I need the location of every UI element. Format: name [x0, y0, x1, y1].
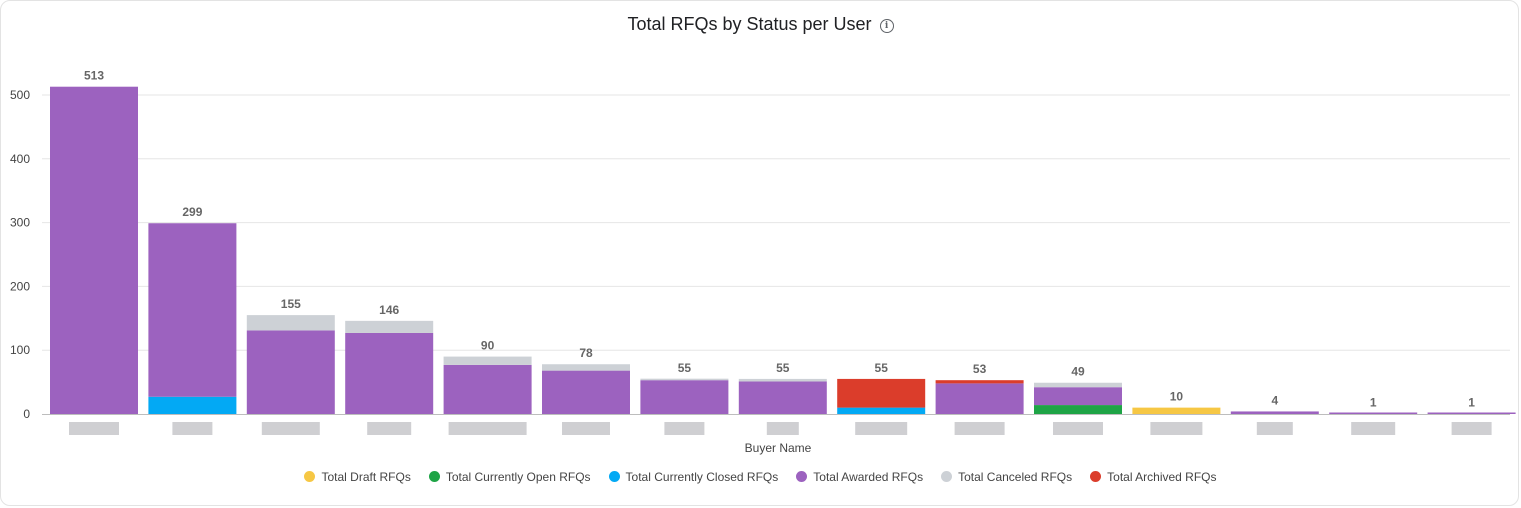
bar-segment[interactable]	[837, 378, 926, 408]
legend-swatch	[428, 471, 440, 482]
bar-segment[interactable]	[1329, 412, 1418, 415]
x-category-label	[261, 422, 320, 435]
legend-label: Total Currently Open RFQs	[445, 470, 591, 484]
legend-label: Total Canceled RFQs	[958, 470, 1073, 484]
legend-item[interactable]: Total Currently Open RFQs	[428, 470, 591, 484]
legend-swatch	[941, 471, 953, 482]
bar-total-label: 55	[875, 361, 889, 375]
bar-total-label: 90	[481, 339, 495, 353]
bar-total-label: 155	[281, 297, 301, 311]
x-category-label	[1451, 422, 1492, 435]
bar-segment[interactable]	[738, 381, 827, 414]
bar-segment[interactable]	[640, 380, 729, 414]
legend-swatch	[608, 471, 620, 482]
y-tick-label: 200	[10, 279, 30, 293]
y-tick-label: 400	[10, 152, 30, 166]
x-category-label	[448, 422, 527, 435]
legend-swatch	[796, 471, 808, 482]
bar-total-label: 53	[973, 362, 987, 376]
x-category-label	[1351, 422, 1396, 435]
legend-item[interactable]: Total Currently Closed RFQs	[608, 470, 779, 484]
bar-segment[interactable]	[148, 396, 237, 414]
x-category-label	[1053, 422, 1103, 435]
bar-segment[interactable]	[1230, 411, 1319, 414]
legend-item[interactable]: Total Draft RFQs	[304, 470, 411, 484]
x-axis-title: Buyer Name	[745, 441, 812, 455]
legend-label: Total Currently Closed RFQs	[625, 470, 779, 484]
y-tick-label: 0	[23, 407, 30, 421]
bar-segment[interactable]	[935, 383, 1024, 414]
chart-title-row: Total RFQs by Status per User i	[0, 14, 1521, 35]
bar-segment[interactable]	[443, 364, 532, 414]
x-category-label	[367, 422, 412, 435]
bar-segment[interactable]	[50, 86, 138, 415]
bar-segment[interactable]	[345, 332, 434, 414]
bar-segment[interactable]	[1034, 382, 1122, 388]
legend-label: Total Awarded RFQs	[813, 470, 924, 484]
legend-item[interactable]: Total Canceled RFQs	[941, 470, 1072, 484]
y-tick-label: 100	[10, 343, 30, 357]
bar-segment[interactable]	[1034, 405, 1122, 414]
chart-title: Total RFQs by Status per User	[627, 14, 872, 34]
legend-item[interactable]: Total Awarded RFQs	[796, 470, 923, 484]
bar-segment[interactable]	[246, 315, 335, 331]
bar-segment[interactable]	[837, 407, 926, 414]
bar-segment[interactable]	[1132, 407, 1221, 414]
y-axis-ticks: 0 100 200 300 400 500	[10, 88, 30, 421]
bar-segment[interactable]	[738, 378, 827, 382]
x-category-label	[172, 422, 213, 435]
bar-total-label: 299	[182, 205, 202, 219]
data-labels: 513 299 155 146 90 78 55 55 55 53 49 10 4 1 1	[84, 69, 1475, 410]
bar-segment[interactable]	[345, 320, 434, 333]
legend-swatch	[304, 471, 316, 482]
bar-segment[interactable]	[246, 330, 335, 414]
bar-segment[interactable]	[640, 378, 729, 381]
bar-segment[interactable]	[443, 356, 532, 365]
x-category-label	[1150, 422, 1203, 435]
bar-total-label: 146	[379, 303, 399, 317]
x-axis-categories	[69, 422, 1492, 435]
legend: Total Draft RFQs Total Currently Open RFQ…	[0, 470, 1521, 484]
bar-total-label: 49	[1071, 365, 1085, 379]
bar-total-label: 10	[1170, 390, 1184, 404]
bar-total-label: 513	[84, 69, 104, 83]
x-category-label	[664, 422, 705, 435]
bar-segment[interactable]	[542, 370, 630, 414]
x-category-label	[954, 422, 1005, 435]
legend-label: Total Draft RFQs	[321, 470, 411, 484]
bar-segment[interactable]	[542, 364, 630, 371]
x-category-label	[855, 422, 908, 435]
x-category-label	[69, 422, 119, 435]
legend-item[interactable]: Total Archived RFQs	[1090, 470, 1217, 484]
bar-segment[interactable]	[1034, 387, 1122, 406]
y-tick-label: 500	[10, 88, 30, 102]
bar-total-label: 55	[678, 361, 692, 375]
bar-total-label: 78	[579, 346, 593, 360]
x-category-label	[562, 422, 610, 435]
bar-total-label: 55	[776, 361, 790, 375]
y-tick-label: 300	[10, 216, 30, 230]
legend-label: Total Archived RFQs	[1107, 470, 1217, 484]
bar-total-label: 1	[1370, 395, 1377, 409]
bar-segment[interactable]	[1427, 412, 1516, 415]
bar-total-label: 4	[1271, 393, 1278, 407]
x-category-label	[1256, 422, 1293, 435]
info-icon[interactable]: i	[879, 19, 894, 33]
x-category-label	[766, 422, 799, 435]
gridlines	[42, 94, 1510, 351]
bars	[50, 86, 1516, 415]
bar-total-label: 1	[1468, 395, 1475, 409]
legend-swatch	[1090, 471, 1102, 482]
bar-segment[interactable]	[148, 223, 237, 397]
bar-segment[interactable]	[935, 380, 1024, 384]
